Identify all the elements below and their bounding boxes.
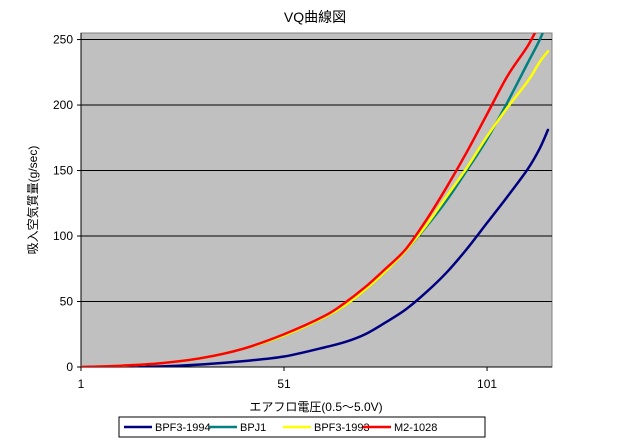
plot-area bbox=[80, 32, 553, 368]
legend-items: BPF3-1994 BPJ1 BPF3-1993 M2-1028 bbox=[124, 422, 437, 434]
legend-label: M2-1028 bbox=[394, 422, 437, 434]
x-tick-label: 101 bbox=[477, 377, 497, 391]
x-tick-label: 51 bbox=[277, 377, 291, 391]
y-tick-labels: 0 50 100 150 200 250 bbox=[53, 33, 73, 374]
x-axis-label: エアフロ電圧(0.5～5.0V) bbox=[249, 400, 382, 414]
legend-label: BPJ1 bbox=[240, 422, 266, 434]
y-tick-label: 50 bbox=[60, 295, 74, 309]
y-tick-label: 250 bbox=[53, 33, 73, 47]
chart-title: VQ曲線図 bbox=[284, 9, 346, 25]
grid-lines bbox=[81, 39, 552, 303]
x-tick-labels: 1 51 101 bbox=[78, 377, 498, 391]
series-line-m2-1028 bbox=[81, 33, 537, 367]
legend-label: BPF3-1993 bbox=[314, 422, 370, 434]
y-tick-label: 0 bbox=[66, 360, 73, 374]
series-lines bbox=[81, 33, 550, 367]
y-tick-label: 200 bbox=[53, 98, 73, 112]
y-tick-label: 150 bbox=[53, 164, 73, 178]
y-axis-label: 吸入空気質量(g/sec) bbox=[25, 146, 40, 255]
series-line-bpf3-1994 bbox=[81, 128, 550, 367]
x-tick-label: 1 bbox=[78, 377, 85, 391]
legend-label: BPF3-1994 bbox=[155, 422, 211, 434]
y-tick-label: 100 bbox=[53, 229, 73, 243]
legend: BPF3-1994 BPJ1 BPF3-1993 M2-1028 bbox=[118, 416, 486, 438]
